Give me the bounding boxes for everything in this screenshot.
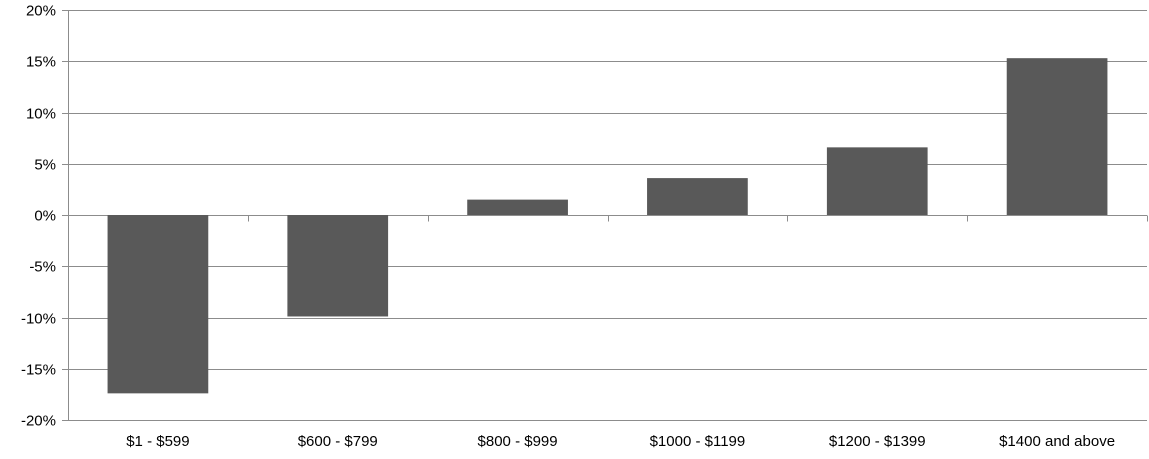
y-tick-label: 5% bbox=[34, 157, 56, 174]
x-tick-label: $1 - $599 bbox=[126, 433, 189, 450]
x-tick-label: $800 - $999 bbox=[478, 433, 558, 450]
y-tick-label: -20% bbox=[21, 413, 56, 430]
x-tick-label: $1400 and above bbox=[999, 433, 1115, 450]
y-tick-label: -15% bbox=[21, 362, 56, 379]
gridlines bbox=[62, 10, 1147, 421]
y-tick-label: -5% bbox=[29, 259, 56, 276]
y-tick-label: 20% bbox=[26, 3, 56, 20]
y-tick-label: 10% bbox=[26, 106, 56, 123]
x-axis-tick-labels: $1 - $599 $600 - $799 $800 - $999 $1000 - $… bbox=[126, 433, 1115, 450]
bar-6 bbox=[1006, 58, 1108, 215]
y-axis-tick-labels: 20% 15% 10% 5% 0% -5% -10% -15% -20% bbox=[21, 3, 56, 430]
bar-5 bbox=[826, 147, 928, 215]
y-tick-label: 15% bbox=[26, 54, 56, 71]
y-tick-label: -10% bbox=[21, 311, 56, 328]
x-tick-label: $1200 - $1399 bbox=[829, 433, 926, 450]
y-tick-label: 0% bbox=[34, 208, 56, 225]
x-tick-label: $1000 - $1199 bbox=[650, 433, 746, 450]
x-tick-label: $600 - $799 bbox=[298, 433, 378, 450]
bar-4 bbox=[647, 178, 748, 215]
bars bbox=[107, 58, 1108, 394]
bar-2 bbox=[287, 215, 389, 317]
bar-3 bbox=[467, 199, 568, 215]
bar-1 bbox=[107, 215, 209, 394]
axes bbox=[68, 10, 1148, 420]
